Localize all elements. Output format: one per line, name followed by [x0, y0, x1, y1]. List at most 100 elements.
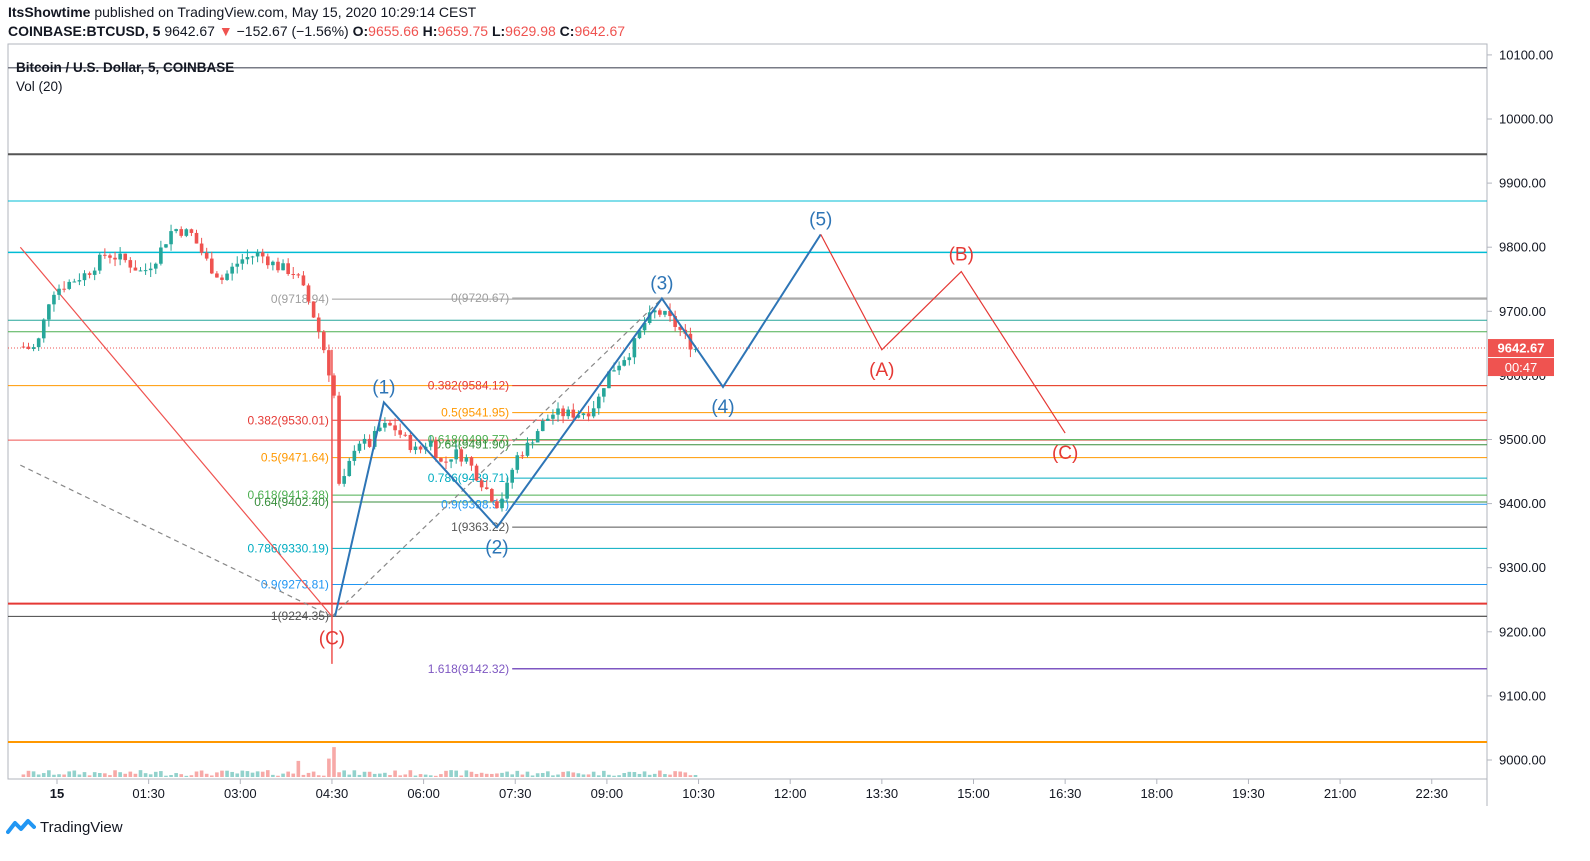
candle-body[interactable]: [434, 440, 438, 459]
candle-body[interactable]: [510, 469, 514, 483]
candle-body[interactable]: [159, 247, 163, 264]
candle-body[interactable]: [291, 273, 296, 275]
candle-body[interactable]: [52, 294, 56, 305]
candle-body[interactable]: [31, 347, 36, 349]
candle-body[interactable]: [551, 414, 555, 419]
candle-body[interactable]: [322, 331, 326, 351]
candle-body[interactable]: [36, 338, 41, 348]
candle-body[interactable]: [693, 348, 698, 350]
candle-body[interactable]: [220, 277, 224, 280]
candle-body[interactable]: [128, 260, 133, 268]
candle-body[interactable]: [327, 350, 331, 376]
candle-body[interactable]: [245, 257, 250, 260]
candle-body[interactable]: [607, 371, 611, 389]
candle-body[interactable]: [133, 267, 138, 271]
chart-pane[interactable]: [7, 43, 1488, 780]
candle-body[interactable]: [306, 285, 311, 302]
candle-body[interactable]: [215, 273, 219, 278]
candle-body[interactable]: [428, 440, 433, 447]
candle-body[interactable]: [240, 259, 245, 264]
candle-body[interactable]: [347, 460, 352, 477]
candle-body[interactable]: [41, 319, 46, 339]
candle-body[interactable]: [362, 438, 367, 444]
candle-body[interactable]: [87, 273, 92, 275]
candle-body[interactable]: [535, 431, 540, 443]
candle-body[interactable]: [663, 310, 667, 315]
candle-body[interactable]: [479, 480, 484, 488]
candle-body[interactable]: [265, 256, 270, 266]
candle-body[interactable]: [591, 408, 596, 417]
candle-body[interactable]: [596, 396, 601, 409]
candle-body[interactable]: [97, 254, 102, 271]
candle-body[interactable]: [209, 258, 214, 274]
candle-body[interactable]: [464, 457, 469, 462]
candle-body[interactable]: [352, 450, 357, 461]
candle-body[interactable]: [484, 487, 489, 490]
candle-body[interactable]: [398, 430, 402, 435]
candle-body[interactable]: [561, 408, 565, 417]
candle-body[interactable]: [250, 256, 255, 258]
candle-body[interactable]: [276, 261, 280, 271]
candle-body[interactable]: [92, 270, 97, 275]
candle-body[interactable]: [113, 257, 117, 260]
trend-line[interactable]: [20, 464, 333, 617]
candle-body[interactable]: [632, 338, 637, 358]
publisher-name[interactable]: ItsShowtime: [8, 4, 91, 20]
candle-body[interactable]: [301, 275, 306, 286]
candle-body[interactable]: [408, 435, 413, 451]
candle-body[interactable]: [612, 370, 616, 372]
abc-correction-path[interactable]: [820, 234, 1066, 434]
candle-body[interactable]: [255, 252, 260, 257]
candle-body[interactable]: [688, 333, 693, 350]
candle-body[interactable]: [199, 243, 204, 253]
candle-body[interactable]: [164, 244, 168, 248]
candle-body[interactable]: [418, 446, 423, 450]
candle-body[interactable]: [520, 455, 525, 457]
candle-body[interactable]: [525, 442, 530, 456]
candle-body[interactable]: [21, 346, 26, 348]
candle-body[interactable]: [103, 254, 107, 256]
candle-body[interactable]: [108, 255, 112, 258]
candle-body[interactable]: [490, 489, 494, 502]
candle-body[interactable]: [566, 409, 571, 417]
candle-body[interactable]: [342, 476, 346, 484]
candle-body[interactable]: [271, 261, 275, 266]
candle-body[interactable]: [194, 232, 199, 244]
candle-body[interactable]: [602, 388, 606, 397]
candle-body[interactable]: [281, 263, 285, 271]
candle-body[interactable]: [230, 266, 234, 274]
candle-body[interactable]: [184, 229, 189, 236]
candle-body[interactable]: [500, 498, 504, 509]
candle-body[interactable]: [617, 365, 621, 371]
candle-body[interactable]: [260, 252, 265, 257]
candle-body[interactable]: [316, 317, 321, 332]
candle-body[interactable]: [378, 427, 382, 431]
candle-body[interactable]: [174, 229, 178, 232]
candle-body[interactable]: [311, 301, 316, 318]
candle-body[interactable]: [449, 459, 453, 462]
candle-body[interactable]: [439, 458, 443, 462]
candle-body[interactable]: [286, 263, 290, 274]
candle-body[interactable]: [474, 465, 479, 481]
candle-body[interactable]: [148, 268, 153, 271]
candle-body[interactable]: [357, 443, 362, 451]
candle-body[interactable]: [62, 288, 66, 290]
candle-body[interactable]: [67, 281, 72, 289]
candle-body[interactable]: [454, 449, 458, 460]
candle-body[interactable]: [296, 274, 301, 276]
candle-body[interactable]: [337, 395, 341, 484]
candle-body[interactable]: [393, 425, 397, 431]
candle-body[interactable]: [47, 304, 51, 320]
candle-body[interactable]: [153, 263, 158, 269]
candle-body[interactable]: [658, 310, 662, 315]
candle-body[interactable]: [586, 413, 591, 417]
candle-body[interactable]: [647, 312, 652, 323]
candle-body[interactable]: [469, 457, 474, 466]
candle-body[interactable]: [57, 288, 61, 295]
candle-body[interactable]: [495, 501, 499, 509]
candle-body[interactable]: [622, 360, 627, 366]
candle-body[interactable]: [118, 253, 122, 260]
candle-body[interactable]: [540, 420, 545, 432]
trend-line[interactable]: [19, 246, 333, 617]
